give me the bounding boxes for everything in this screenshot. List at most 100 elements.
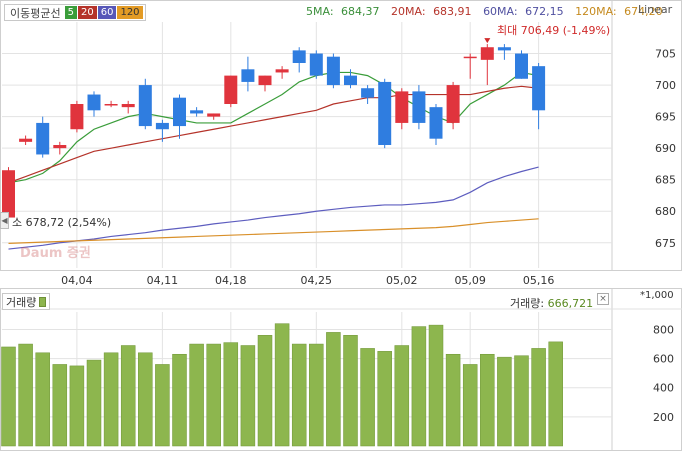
volume-readout-value: 666,721 xyxy=(547,297,594,310)
candle-body xyxy=(463,56,477,59)
candle-body xyxy=(275,69,289,73)
candle-body xyxy=(395,91,409,123)
volume-bar xyxy=(86,359,102,447)
candle-body xyxy=(480,47,494,60)
candle-body xyxy=(19,138,33,142)
candle-body xyxy=(344,75,357,86)
volume-bar xyxy=(445,353,461,447)
date-tick-label: 04,18 xyxy=(215,274,247,287)
volume-bar xyxy=(274,323,290,447)
candle-body xyxy=(515,53,528,79)
ma-20-chip[interactable]: 20 xyxy=(77,6,97,19)
price-panel-frame xyxy=(0,0,682,271)
candle-body xyxy=(292,50,306,63)
volume-readout-label: 거래량: xyxy=(510,297,545,310)
volume-tick-label: 800 xyxy=(653,323,674,336)
volume-bar xyxy=(257,335,273,447)
volume-bar xyxy=(326,332,341,447)
moving-average-legend: 이동평균선 5 20 60 120 xyxy=(4,4,146,21)
watermark-logo: Daum 증권 xyxy=(20,246,91,261)
volume-bar xyxy=(411,326,427,447)
price-tick-label: 695 xyxy=(655,111,676,124)
candle-body xyxy=(326,56,340,86)
volume-bar xyxy=(138,352,153,447)
ma-5-readout: 5MA: 684,37 xyxy=(306,5,380,18)
volume-swatch xyxy=(39,296,47,307)
candle-body xyxy=(138,85,152,127)
candle-body xyxy=(258,75,272,86)
date-tick-label: 05,09 xyxy=(454,274,486,287)
volume-bar xyxy=(377,351,392,447)
max-marker-icon xyxy=(484,38,491,44)
min-price-annotation: 소 678,72 (2,54%) xyxy=(12,216,111,229)
ma-line-120MA xyxy=(8,218,539,244)
candle-body xyxy=(121,104,135,108)
candle-body xyxy=(155,122,169,130)
volume-bar xyxy=(103,352,119,447)
candle-body xyxy=(412,91,426,123)
date-tick-label: 04,25 xyxy=(301,274,333,287)
candle-body xyxy=(207,113,221,117)
collapse-left-icon[interactable]: ◀ xyxy=(0,212,9,229)
volume-bar xyxy=(462,364,478,447)
volume-bar xyxy=(428,324,444,447)
ma-120-chip[interactable]: 120 xyxy=(117,6,143,19)
date-tick-label: 05,16 xyxy=(523,274,555,287)
price-tick-label: 680 xyxy=(655,205,676,218)
volume-bar xyxy=(52,364,68,447)
candle-body xyxy=(104,104,118,106)
candle-body xyxy=(224,75,238,104)
ma-line-60MA xyxy=(8,166,539,250)
volume-bar xyxy=(240,345,256,447)
date-tick-label: 04,11 xyxy=(147,274,179,287)
candle-body xyxy=(532,66,546,111)
volume-legend-label: 거래량 xyxy=(6,295,37,309)
volume-bar xyxy=(69,365,85,447)
volume-bar xyxy=(35,352,50,447)
scale-mode-toggle[interactable]: Linear xyxy=(638,3,673,16)
ma-20-readout: 20MA: 683,91 xyxy=(391,5,472,18)
volume-bar xyxy=(343,335,358,447)
volume-legend: 거래량 xyxy=(2,293,51,310)
volume-bar xyxy=(497,356,512,447)
volume-bar xyxy=(394,345,410,447)
price-tick-label: 700 xyxy=(655,79,676,92)
price-tick-label: 705 xyxy=(655,48,676,61)
ma-5-chip[interactable]: 5 xyxy=(64,6,77,19)
candle-body xyxy=(497,47,511,51)
volume-bar xyxy=(172,353,187,447)
volume-bar xyxy=(18,343,33,447)
ma-readout: 5MA: 684,37 20MA: 683,91 60MA: 672,15 12… xyxy=(306,5,671,18)
volume-bar xyxy=(1,346,16,447)
candle-body xyxy=(87,94,101,111)
ma-60-chip[interactable]: 60 xyxy=(97,6,117,19)
candle-body xyxy=(309,53,323,76)
price-tick-label: 675 xyxy=(655,237,676,250)
volume-bar xyxy=(120,345,136,447)
volume-bar xyxy=(291,343,307,447)
candle-body xyxy=(70,104,84,130)
price-tick-label: 685 xyxy=(655,174,676,187)
date-tick-label: 04,04 xyxy=(61,274,93,287)
volume-panel-frame xyxy=(0,288,682,451)
candle-body xyxy=(36,122,50,155)
candle-body xyxy=(53,145,67,149)
ma-120-readout: 120MA: 674,20 xyxy=(575,5,663,18)
candle-body xyxy=(2,170,15,218)
volume-bar xyxy=(155,364,170,447)
volume-bar xyxy=(548,341,563,447)
max-price-annotation: 최대 706,49 (-1,49%) xyxy=(497,24,610,37)
volume-bar xyxy=(189,343,204,447)
candle-body xyxy=(429,107,443,139)
volume-bar xyxy=(514,355,529,447)
volume-bar xyxy=(223,342,239,447)
candle-body xyxy=(241,69,255,82)
volume-bar xyxy=(206,343,221,447)
volume-readout: 거래량: 666,721 xyxy=(510,295,593,311)
candle-body xyxy=(361,88,375,98)
close-volume-icon[interactable]: × xyxy=(597,293,609,305)
volume-tick-label: 600 xyxy=(653,353,674,366)
price-tick-label: 690 xyxy=(655,142,676,155)
